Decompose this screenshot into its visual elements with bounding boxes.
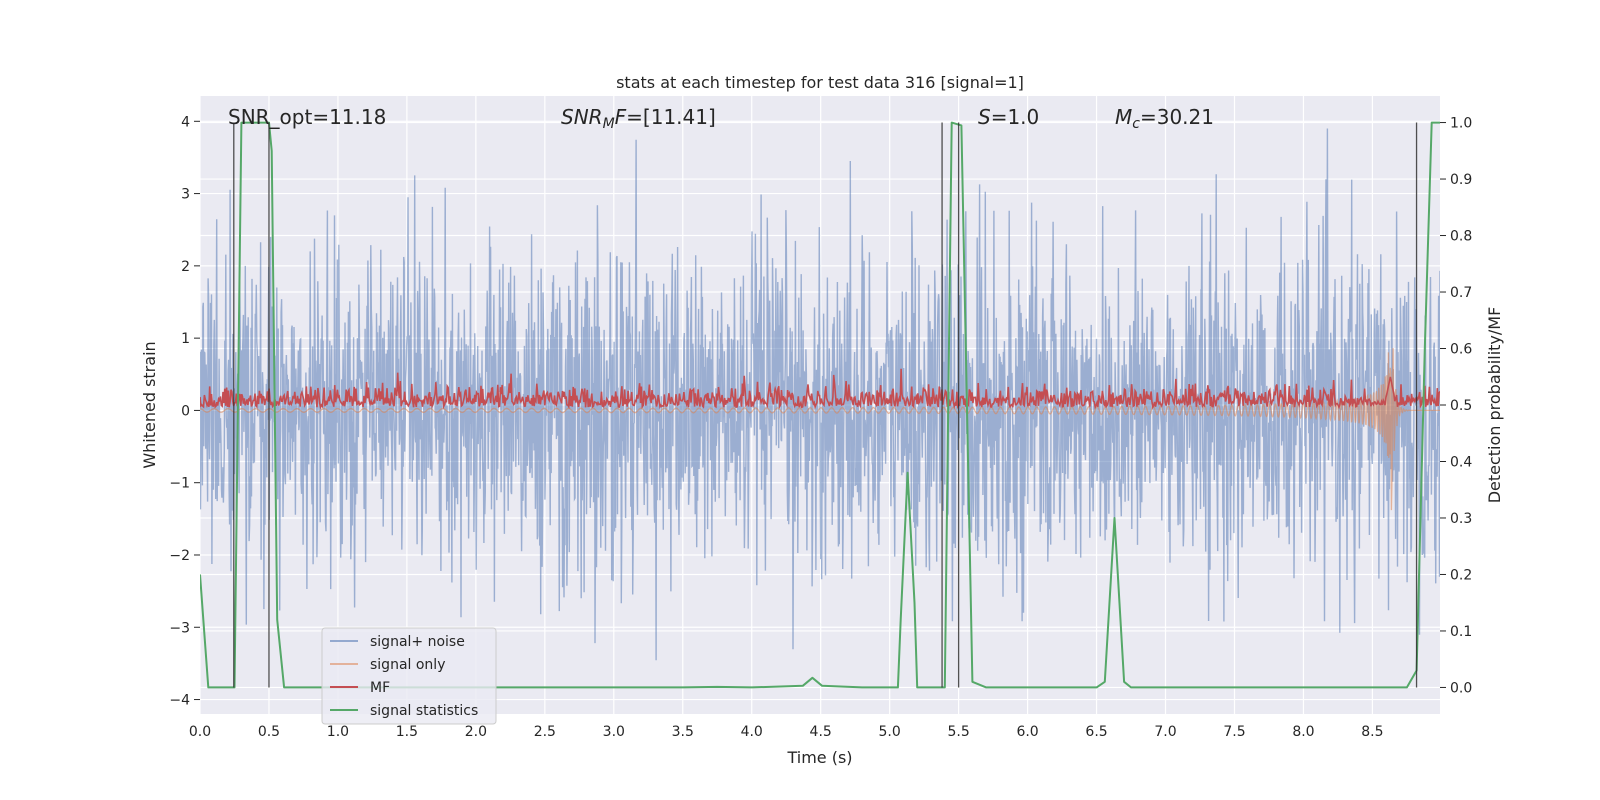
series-mf <box>200 368 1440 410</box>
y-right-tick-label: 0.9 <box>1450 172 1472 188</box>
legend-label: MF <box>370 680 390 696</box>
legend-label: signal only <box>370 657 445 673</box>
y-left-axis-ticks: 4 3 2 1 0 −1 −2 −3 −4 <box>169 114 200 709</box>
y-left-tick-label: 1 <box>181 331 190 347</box>
series-signal-statistics <box>200 121 1440 689</box>
x-tick-label: 2.0 <box>465 724 487 740</box>
y-left-tick-label: −1 <box>169 476 190 492</box>
x-tick-label: 0.0 <box>189 724 211 740</box>
x-axis-label: Time (s) <box>786 748 852 767</box>
chart-title: stats at each timestep for test data 316… <box>616 73 1024 92</box>
x-tick-label: 8.5 <box>1361 724 1383 740</box>
x-tick-label: 4.0 <box>741 724 763 740</box>
legend-label: signal+ noise <box>370 634 465 650</box>
y-right-tick-label: 0.0 <box>1450 680 1472 696</box>
legend-label: signal statistics <box>370 703 478 719</box>
y-right-axis-ticks: 1.0 0.9 0.8 0.7 0.6 0.5 0.4 0.3 0.2 0.1 0.0 <box>1440 116 1472 696</box>
annotation-snr-opt: SNR_opt=11.18 <box>228 105 386 129</box>
x-tick-label: 6.0 <box>1016 724 1038 740</box>
x-tick-label: 1.0 <box>327 724 349 740</box>
y-left-tick-label: 2 <box>181 259 190 275</box>
y-right-tick-label: 0.7 <box>1450 285 1472 301</box>
annotation-s: S=1.0 <box>978 105 1039 129</box>
y-right-tick-label: 1.0 <box>1450 116 1472 132</box>
x-tick-label: 2.5 <box>534 724 556 740</box>
x-tick-label: 5.0 <box>879 724 901 740</box>
y-right-tick-label: 0.2 <box>1450 567 1472 583</box>
legend: signal+ noise signal only MF signal statist… <box>321 627 497 725</box>
annotation-mc: Mc=30.21 <box>1115 105 1214 132</box>
y-left-axis-label: Whitened strain <box>140 341 159 468</box>
y-right-axis-label: Detection probability/MF <box>1485 307 1504 504</box>
x-tick-label: 3.5 <box>672 724 694 740</box>
legend-box <box>321 627 497 725</box>
y-left-tick-label: 4 <box>181 114 190 130</box>
x-tick-label: 4.5 <box>810 724 832 740</box>
x-tick-label: 8.0 <box>1292 724 1314 740</box>
series-signal-only <box>200 348 1440 511</box>
y-left-tick-label: −4 <box>169 693 190 709</box>
vertical-markers <box>233 122 1418 688</box>
series-layer <box>200 121 1440 689</box>
y-left-tick-label: −2 <box>169 548 190 564</box>
x-tick-label: 0.5 <box>258 724 280 740</box>
y-right-tick-label: 0.8 <box>1450 229 1472 245</box>
y-left-tick-label: −3 <box>169 620 190 636</box>
x-tick-label: 5.5 <box>947 724 969 740</box>
x-tick-label: 3.0 <box>603 724 625 740</box>
x-tick-label: 7.0 <box>1154 724 1176 740</box>
y-right-tick-label: 0.4 <box>1450 454 1472 470</box>
x-tick-label: 6.5 <box>1085 724 1107 740</box>
y-right-tick-label: 0.1 <box>1450 624 1472 640</box>
y-left-tick-label: 0 <box>181 403 190 419</box>
y-right-tick-label: 0.6 <box>1450 342 1472 358</box>
y-right-tick-label: 0.5 <box>1450 398 1472 414</box>
y-right-tick-label: 0.3 <box>1450 511 1472 527</box>
x-tick-label: 1.5 <box>396 724 418 740</box>
x-tick-label: 7.5 <box>1223 724 1245 740</box>
annotation-snr-mf: SNRMF=[11.41] <box>561 105 716 132</box>
series-signal-noise <box>200 128 1440 661</box>
x-axis-ticks: 0.0 0.5 1.0 1.5 2.0 2.5 3.0 3.5 4.0 4.5 5.0 5.5 6.0 6… <box>189 724 1384 740</box>
y-left-tick-label: 3 <box>181 187 190 203</box>
